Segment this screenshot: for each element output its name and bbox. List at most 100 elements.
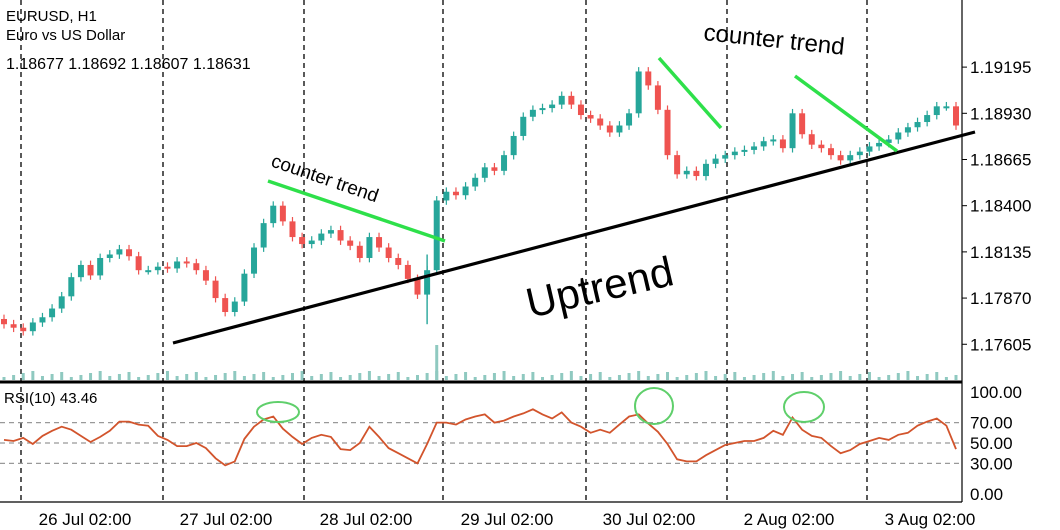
candle-body	[443, 191, 450, 201]
candle-body	[606, 125, 613, 133]
volume-bar	[512, 376, 516, 380]
candle-body	[481, 167, 488, 178]
candle-body	[395, 257, 402, 265]
volume-bar	[367, 371, 371, 380]
candle-body	[501, 155, 508, 171]
volume-bar	[608, 377, 612, 380]
candle-body	[760, 141, 767, 147]
volume-bar	[146, 375, 150, 380]
volume-bar	[521, 374, 525, 380]
volume-bar	[829, 373, 833, 380]
candle-body	[356, 245, 363, 258]
candle-body	[462, 186, 469, 196]
volume-bar	[646, 376, 650, 380]
volume-bar	[89, 373, 93, 380]
volume-bar	[666, 372, 670, 380]
volume-bar	[617, 375, 621, 380]
rsi-tick-label: 100.00	[970, 383, 1022, 402]
volume-bar	[387, 374, 391, 380]
volume-bar	[800, 372, 804, 380]
candle-body	[29, 322, 36, 332]
volume-bar	[98, 371, 102, 380]
candle-body	[789, 113, 796, 149]
candle-body	[97, 257, 104, 276]
candle-body	[616, 125, 623, 133]
y-tick-label: 1.18665	[970, 150, 1031, 169]
candle-body	[452, 191, 459, 196]
volume-bar	[310, 376, 314, 380]
volume-bar	[733, 372, 737, 380]
candle-body	[597, 118, 604, 126]
candle-body	[568, 95, 575, 105]
candle-body	[635, 71, 642, 114]
volume-bar	[906, 371, 910, 380]
volume-bar	[935, 372, 939, 380]
volume-bar	[714, 376, 718, 380]
candle-body	[164, 266, 171, 269]
volume-bar	[21, 373, 25, 380]
x-tick-label: 28 Jul 02:00	[320, 510, 413, 529]
volume-bar	[2, 377, 6, 380]
candle-body	[491, 167, 498, 171]
candle-body	[933, 106, 940, 116]
candle-body	[87, 264, 94, 276]
volume-bar	[175, 376, 179, 380]
candle-body	[174, 261, 181, 269]
volume-bar	[300, 371, 304, 380]
candle-body	[664, 109, 671, 156]
candle-body	[299, 237, 306, 245]
volume-bar	[12, 375, 16, 380]
candle-body	[712, 158, 719, 164]
y-tick-label: 1.18135	[970, 243, 1031, 262]
candle-body	[818, 144, 825, 149]
volume-bar	[444, 376, 448, 380]
candle-body	[260, 223, 267, 248]
rsi-peak-circle	[783, 391, 825, 423]
rsi-tick-label: 30.00	[970, 454, 1013, 473]
volume-bar	[281, 375, 285, 380]
candle-body	[308, 240, 315, 245]
volume-bar	[560, 373, 564, 380]
candle-body	[116, 249, 123, 255]
volume-bar	[194, 372, 198, 380]
volume-bar	[954, 375, 958, 380]
volume-bar	[40, 376, 44, 380]
volume-bar	[156, 373, 160, 380]
candle-body	[914, 122, 921, 128]
candle-body	[808, 134, 815, 145]
x-tick-label: 29 Jul 02:00	[461, 510, 554, 529]
volume-bar	[377, 376, 381, 380]
volume-bar	[214, 375, 218, 380]
candle-body	[577, 104, 584, 116]
candle-body	[193, 263, 200, 271]
candle-body	[327, 230, 334, 234]
volume-bar	[791, 374, 795, 380]
candle-body	[731, 151, 738, 156]
volume-bar	[329, 372, 333, 380]
candle-body	[702, 163, 709, 177]
candle-body	[847, 155, 854, 161]
volume-bar	[675, 377, 679, 380]
candle-body	[10, 324, 17, 328]
candle-body	[279, 205, 286, 222]
volume-bar	[204, 377, 208, 380]
candle-body	[270, 205, 277, 224]
volume-bar	[627, 373, 631, 380]
symbol-title: EURUSD, H1	[6, 8, 97, 25]
volume-bar	[339, 377, 343, 380]
volume-bar	[483, 375, 487, 380]
candle-body	[404, 264, 411, 279]
volume-bar	[704, 371, 708, 380]
candle-body	[529, 109, 536, 117]
volume-bar	[858, 374, 862, 380]
candle-body	[837, 155, 844, 161]
candle-body	[799, 113, 806, 135]
candle-body	[770, 139, 777, 142]
candle-body	[318, 233, 325, 241]
volume-bar	[454, 374, 458, 380]
candle-body	[376, 237, 383, 248]
candle-body	[135, 256, 142, 271]
volume-bar	[252, 374, 256, 380]
candle-body	[106, 254, 113, 258]
